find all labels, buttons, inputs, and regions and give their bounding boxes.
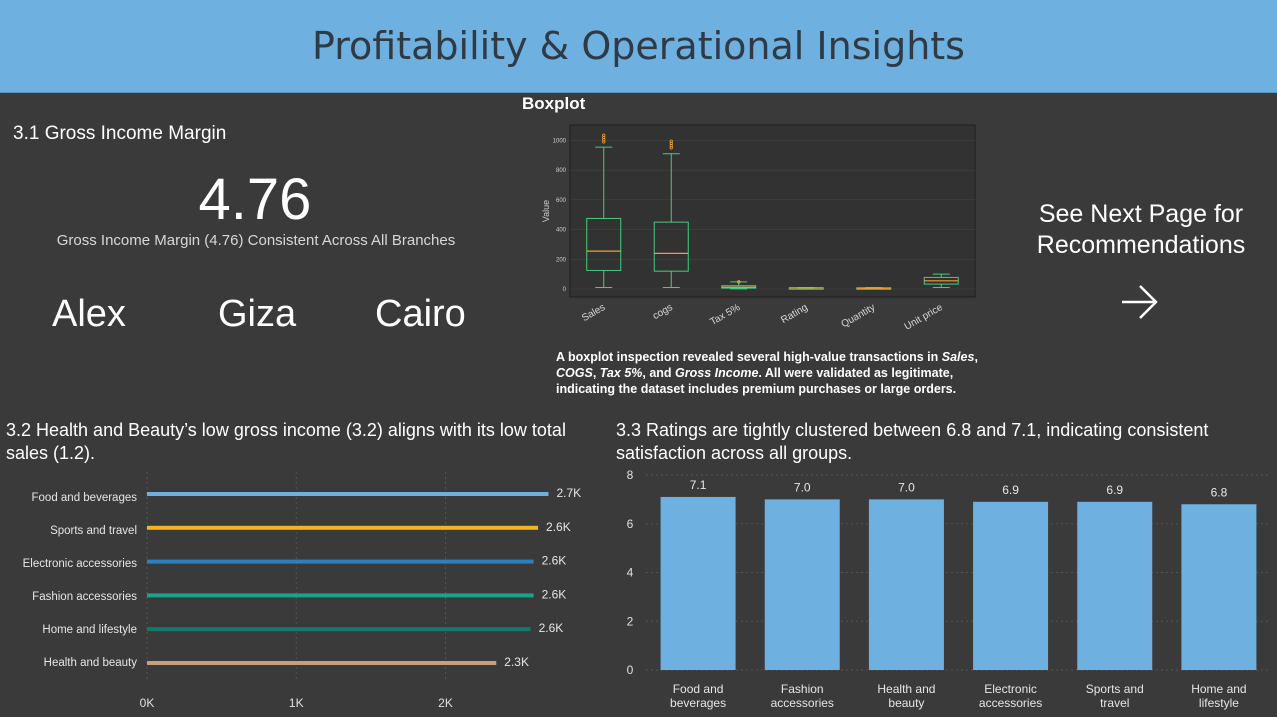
boxplot-desc-gross-income: Gross Income — [675, 366, 759, 380]
rating-chart-data-label: 7.1 — [690, 478, 707, 492]
sales-chart-data-label: 2.7K — [557, 486, 582, 500]
rating-chart-category: lifestyle — [1199, 696, 1239, 710]
boxplot-x-tick: Tax 5% — [708, 302, 742, 328]
sales-chart-bar — [147, 593, 534, 598]
rating-chart-category: beauty — [888, 696, 924, 710]
rating-chart-bar — [764, 499, 840, 670]
rating-chart-bar — [1181, 504, 1257, 670]
rating-chart-data-label: 7.0 — [898, 480, 915, 494]
boxplot-description: A boxplot inspection revealed several hi… — [556, 349, 996, 397]
sales-chart-data-label: 2.6K — [546, 520, 571, 534]
sales-chart-category: Electronic accessories — [23, 558, 138, 570]
boxplot-y-tick: 600 — [556, 198, 567, 204]
boxplot-y-tick: 800 — [556, 168, 567, 174]
rating-chart-y-tick: 2 — [627, 614, 634, 628]
boxplot-x-tick: Sales — [580, 302, 607, 324]
boxplot-outlier — [669, 139, 673, 143]
boxplot-x-tick: Rating — [779, 302, 810, 326]
rating-chart-y-tick: 4 — [627, 566, 634, 580]
rating-chart-category: accessories — [979, 696, 1042, 710]
rating-chart-category: Home and — [1191, 682, 1246, 696]
boxplot-y-tick: 400 — [556, 228, 567, 234]
rating-chart-data-label: 6.9 — [1002, 483, 1019, 497]
rating-chart-category: Food and — [673, 682, 724, 696]
boxplot-desc-text: , — [592, 366, 600, 380]
rating-chart-category: Electronic — [984, 682, 1037, 696]
boxplot-chart: 0 200 400 600 800 1000 Value Sales cogs Tax 5% Rat… — [541, 124, 976, 333]
boxplot-desc-text: A boxplot inspection revealed several hi… — [556, 350, 942, 364]
sales-chart-category: Food and beverages — [32, 492, 138, 504]
boxplot-y-tick: 200 — [556, 257, 567, 263]
boxplot-box — [653, 221, 689, 272]
boxplot-desc-text: , and — [642, 366, 676, 380]
rating-chart-category: Health and — [877, 682, 935, 696]
rating-chart-category: Sports and — [1086, 682, 1144, 696]
boxplot-outlier — [737, 280, 741, 284]
boxplot-desc-sales: Sales — [941, 350, 975, 364]
branch-cairo: Cairo — [375, 293, 466, 335]
sales-chart-bar — [147, 661, 497, 665]
sales-chart-category: Fashion accessories — [32, 591, 137, 603]
sales-chart-category: Health and beauty — [44, 657, 138, 669]
rating-chart-y-tick: 0 — [627, 663, 634, 677]
rating-chart-category: beverages — [670, 696, 726, 710]
rating-chart-y-tick: 8 — [627, 468, 634, 482]
rating-chart-y-tick: 6 — [627, 517, 634, 531]
rating-chart-category: Fashion — [781, 682, 824, 696]
rating-chart-bar — [973, 501, 1049, 670]
see-next-page-label: See Next Page for Recommendations — [1036, 200, 1246, 259]
gross-margin-title: 3.1 Gross Income Margin — [13, 123, 227, 144]
boxplot-x-tick: Quantity — [839, 302, 877, 330]
sales-chart-bar — [147, 492, 549, 496]
boxplot-desc-text: , — [974, 350, 978, 364]
sales-chart-data-label: 2.6K — [542, 587, 567, 601]
gross-margin-subtitle: Gross Income Margin (4.76) Consistent Ac… — [56, 232, 456, 249]
sales-chart-bar — [147, 559, 534, 564]
rating-chart-title: 3.3 Ratings are tightly clustered betwee… — [616, 420, 1209, 463]
branch-alex: Alex — [52, 293, 126, 335]
sales-chart-x-tick: 1K — [289, 696, 304, 710]
boxplot-desc-tax: Tax 5% — [599, 366, 643, 380]
rating-chart-bar — [660, 496, 736, 670]
sales-chart-x-tick: 0K — [140, 696, 155, 710]
rating-chart-data-label: 6.8 — [1211, 485, 1228, 499]
boxplot-desc-text: . All were validated as legitimate, indi… — [556, 366, 957, 396]
arrow-right-icon[interactable] — [1116, 278, 1164, 326]
sales-chart-bar — [147, 525, 539, 530]
boxplot-title: Boxplot — [522, 94, 586, 113]
boxplot-y-tick: 1000 — [553, 138, 567, 144]
boxplot-x-tick: Unit price — [903, 302, 945, 333]
boxplot-y-tick: 0 — [563, 287, 567, 293]
rating-chart-category: travel — [1100, 696, 1129, 710]
gross-margin-value: 4.76 — [198, 167, 312, 232]
rating-chart-bar — [868, 499, 944, 670]
sales-chart-title: 3.2 Health and Beauty’s low gross income… — [6, 420, 566, 463]
boxplot-x-tick: cogs — [651, 302, 675, 322]
rating-chart-bar — [1077, 501, 1153, 670]
boxplot-desc-cogs: COGS — [556, 366, 593, 380]
boxplot-y-axis-label: Value — [541, 200, 551, 222]
boxplot-outlier — [602, 133, 606, 137]
rating-chart-data-label: 6.9 — [1106, 483, 1123, 497]
sales-chart-x-tick: 2K — [438, 696, 453, 710]
rating-chart-data-label: 7.0 — [794, 480, 811, 494]
branch-giza: Giza — [218, 293, 297, 335]
sales-chart-data-label: 2.3K — [504, 655, 529, 669]
sales-chart-data-label: 2.6K — [542, 554, 567, 568]
sales-chart-bar — [147, 627, 531, 632]
sales-chart-category: Home and lifestyle — [42, 624, 137, 636]
sales-chart-category: Sports and travel — [50, 525, 137, 537]
sales-by-product-line-chart: 0K 1K 2K Food and beverages 2.7K Sports and t… — [23, 472, 582, 710]
page-header: Profitability & Operational Insights — [0, 0, 1277, 93]
boxplot-plot-area — [569, 124, 976, 298]
boxplot-box — [586, 217, 622, 271]
rating-chart-category: accessories — [771, 696, 834, 710]
sales-chart-data-label: 2.6K — [539, 621, 564, 635]
page-title: Profitability & Operational Insights — [312, 24, 965, 68]
